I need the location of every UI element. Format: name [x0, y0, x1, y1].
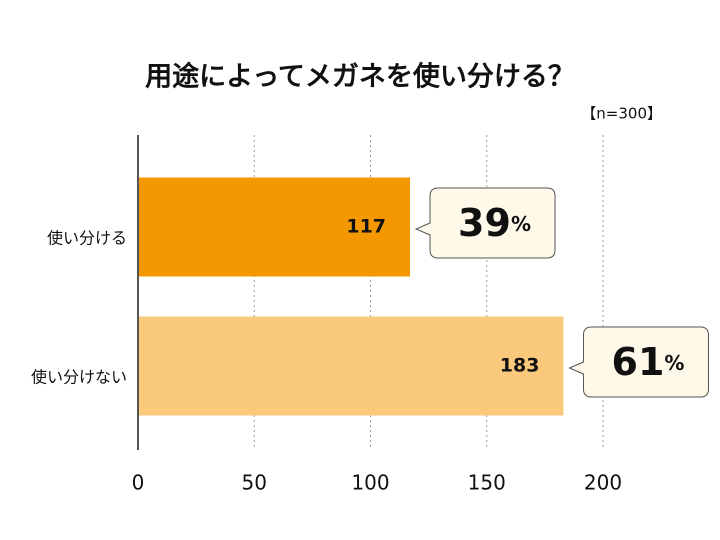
- percent-label: 61%: [612, 340, 685, 384]
- percent-label: 39%: [458, 201, 531, 245]
- x-tick-label: 0: [132, 471, 145, 495]
- x-tick-label: 50: [242, 471, 267, 495]
- bar: [138, 316, 564, 416]
- callout: [568, 326, 709, 398]
- percent-unit: %: [511, 212, 531, 236]
- chart-title: 用途によってメガネを使い分ける？: [145, 61, 575, 93]
- percent-unit: %: [664, 351, 684, 375]
- x-tick-label: 150: [468, 471, 506, 495]
- percent-value: 39: [458, 201, 511, 245]
- value-label: 183: [500, 355, 540, 377]
- callout: [414, 187, 556, 259]
- x-tick-label: 200: [584, 471, 622, 495]
- value-label: 117: [346, 216, 386, 238]
- y-tick-label: 使い分けない: [31, 368, 127, 387]
- chart-subtitle: 【n=300】: [581, 105, 662, 123]
- y-tick-label: 使い分ける: [47, 229, 127, 248]
- bar: [138, 177, 411, 277]
- x-tick-label: 100: [351, 471, 389, 495]
- percent-value: 61: [612, 340, 665, 384]
